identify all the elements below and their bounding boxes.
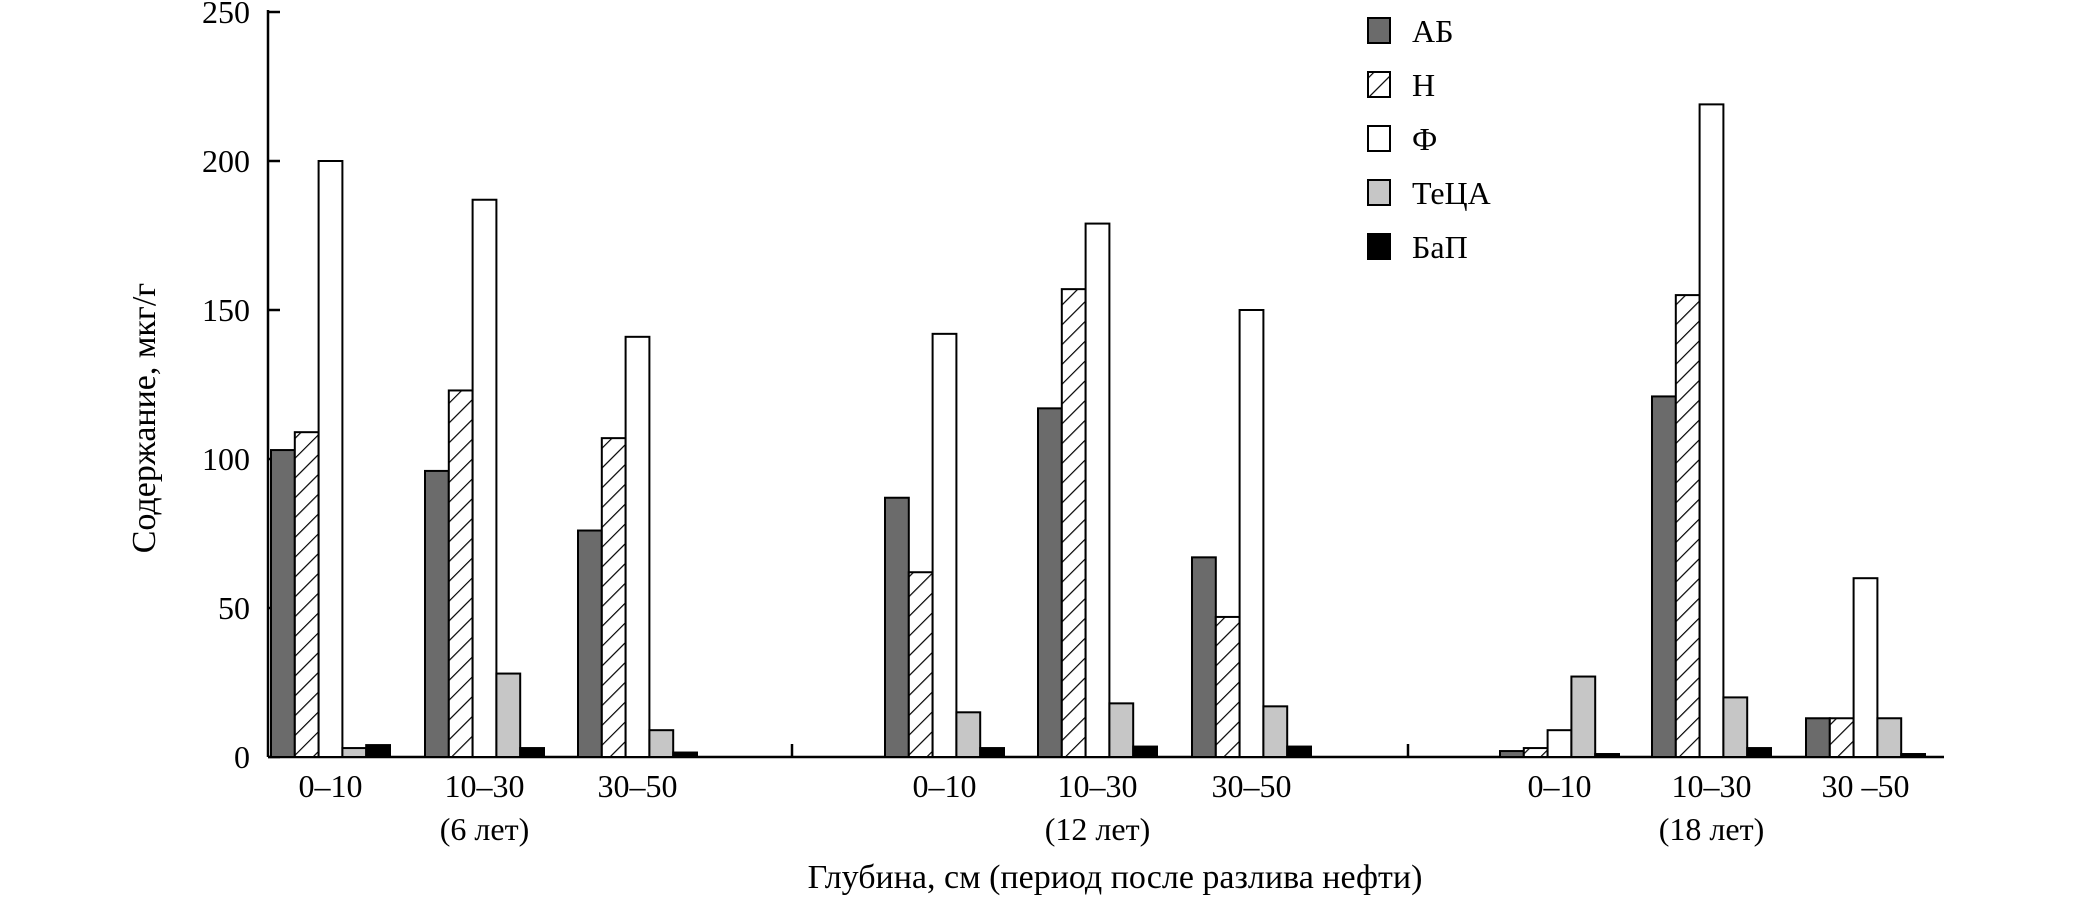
bar-БаП-1-1: [365, 744, 392, 759]
legend-swatch-Н: [1367, 71, 1391, 98]
x-category-label: 10–30: [1672, 768, 1752, 804]
bar-ТеЦА-2-2: [1108, 702, 1135, 758]
y-tick-label: 250: [202, 0, 250, 30]
bar-Ф-3-1: [1546, 729, 1573, 758]
bar-АБ-3-1: [1499, 750, 1525, 758]
bar-БаП-3-3: [1900, 753, 1926, 759]
bar-БаП-2-2: [1132, 745, 1158, 759]
bar-АБ-3-3: [1805, 717, 1831, 759]
period-label: (12 лет): [1045, 811, 1150, 847]
bar-ТеЦА-1-3: [648, 729, 675, 758]
bar-ТеЦА-2-1: [955, 711, 982, 758]
bar-Н-3-3: [1828, 717, 1855, 759]
bar-АБ-1-3: [577, 529, 603, 759]
legend-label: Ф: [1412, 121, 1437, 157]
legend-swatch-БаП: [1367, 233, 1391, 260]
bar-ТеЦА-1-1: [341, 747, 368, 758]
bar-Н-3-2: [1674, 294, 1701, 758]
bar-Ф-2-3: [1238, 309, 1265, 758]
x-axis-title: Глубина, см (период после разлива нефти): [808, 859, 1423, 896]
bar-АБ-1-1: [270, 449, 296, 758]
bar-Н-2-3: [1214, 615, 1241, 758]
bar-Н-1-3: [600, 437, 627, 758]
bar-Ф-1-2: [471, 198, 498, 759]
bar-ТеЦА-3-2: [1722, 696, 1749, 759]
bar-Ф-2-1: [931, 332, 958, 758]
bar-Ф-2-2: [1084, 222, 1111, 758]
bar-ТеЦА-2-3: [1262, 705, 1289, 759]
legend-label: БаП: [1412, 229, 1468, 265]
bar-АБ-2-3: [1191, 556, 1217, 759]
bar-Ф-3-2: [1698, 103, 1725, 758]
x-category-label: 0–10: [1528, 768, 1592, 804]
period-label: (6 лет): [440, 811, 529, 847]
legend-swatch-Ф: [1367, 125, 1391, 152]
bar-БаП-2-3: [1286, 745, 1312, 759]
x-category-label: 0–10: [299, 768, 363, 804]
legend-swatch-АБ: [1367, 17, 1391, 44]
bar-Ф-3-3: [1852, 577, 1879, 759]
bar-БаП-3-2: [1746, 747, 1772, 758]
x-category-label: 30–50: [598, 768, 678, 804]
bar-ТеЦА-3-3: [1876, 717, 1903, 759]
bar-Н-1-2: [447, 389, 474, 758]
y-axis-title: Содержание, мкг/г: [126, 283, 163, 554]
y-tick-label: 100: [202, 441, 250, 477]
bar-АБ-2-2: [1037, 407, 1063, 758]
bar-БаП-1-3: [672, 751, 699, 759]
bar-Н-2-2: [1060, 288, 1087, 758]
bar-ТеЦА-3-1: [1570, 675, 1597, 758]
bar-БаП-2-1: [979, 747, 1006, 758]
bar-Ф-1-3: [624, 335, 651, 758]
x-category-label: 10–30: [1058, 768, 1138, 804]
bar-АБ-1-2: [424, 469, 450, 758]
bar-АБ-2-1: [884, 496, 910, 758]
bar-Н-2-1: [907, 571, 934, 758]
y-tick-label: 0: [234, 739, 250, 775]
legend-label: Н: [1412, 67, 1435, 103]
x-category-label: 30 –50: [1822, 768, 1910, 804]
bar-БаП-1-2: [519, 747, 546, 758]
legend-swatch-ТеЦА: [1367, 179, 1391, 206]
y-tick-label: 150: [202, 292, 250, 328]
y-tick-label: 200: [202, 143, 250, 179]
y-tick-label: 50: [218, 590, 250, 626]
bar-Н-3-1: [1522, 747, 1549, 758]
bar-Н-1-1: [293, 431, 320, 758]
plot-area: 0 50 100 150 200 250 0–10 10–30 30–50 (6 лет) 0–10…: [202, 0, 1944, 847]
bar-АБ-3-2: [1651, 395, 1677, 758]
x-category-label: 0–10: [913, 768, 977, 804]
x-category-label: 30–50: [1212, 768, 1292, 804]
bar-БаП-3-1: [1594, 753, 1620, 759]
bar-ТеЦА-1-2: [495, 672, 522, 758]
x-category-label: 10–30: [445, 768, 525, 804]
bar-Ф-1-1: [317, 160, 344, 758]
period-label: (18 лет): [1659, 811, 1764, 847]
legend-label: ТеЦА: [1412, 175, 1491, 211]
legend-label: АБ: [1412, 13, 1453, 49]
